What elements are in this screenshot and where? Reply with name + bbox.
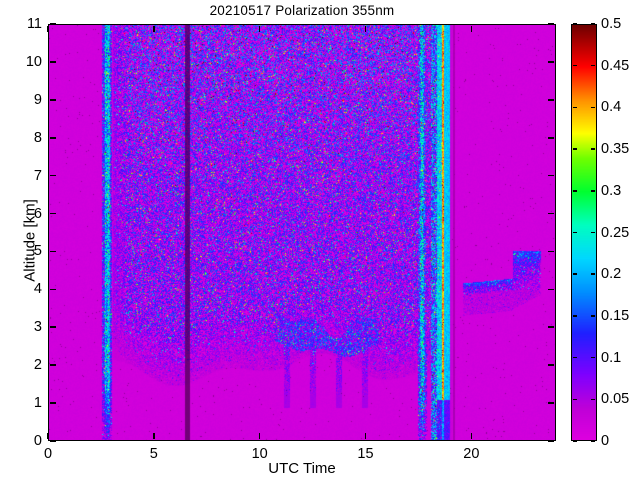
y-tick (49, 250, 56, 253)
colorbar-tick (572, 273, 577, 275)
colorbar-tick (572, 148, 577, 150)
x-tick (153, 433, 155, 440)
x-tick (364, 433, 367, 440)
colorbar-tick (572, 64, 577, 67)
y-tick (49, 326, 56, 329)
colorbar-tick (591, 356, 596, 359)
x-tick (258, 433, 261, 440)
x-tick-label: 20 (463, 446, 480, 462)
colorbar-tick (572, 190, 577, 192)
x-tick (470, 433, 473, 440)
y-axis-title: Altitude [km] (21, 199, 39, 282)
colorbar-tick (572, 315, 577, 317)
x-tick (47, 433, 49, 440)
y-tick (548, 23, 555, 25)
colorbar-tick (591, 106, 596, 109)
colorbar-tick-label: 0.5 (601, 16, 622, 32)
y-tick-label: 11 (26, 16, 42, 32)
colorbar-tick (591, 190, 596, 192)
colorbar-tick (591, 440, 596, 442)
x-tick (153, 25, 155, 32)
y-tick (49, 23, 56, 25)
y-tick (548, 326, 555, 329)
y-tick (49, 212, 56, 215)
colorbar-tick-label: 0.1 (601, 349, 622, 366)
x-tick-label: 0 (43, 446, 53, 462)
y-tick (49, 99, 56, 101)
y-tick-label: 1 (33, 395, 42, 412)
y-tick (548, 61, 555, 63)
colorbar-tick (572, 23, 577, 25)
colorbar-tick-label: 0.15 (601, 307, 630, 324)
x-tick (470, 25, 473, 32)
y-tick-label: 4 (33, 281, 42, 298)
colorbar-tick (572, 106, 577, 109)
y-tick (548, 250, 555, 253)
x-tick-label: 10 (251, 446, 268, 462)
y-tick (49, 364, 56, 366)
colorbar-tick (572, 231, 577, 234)
colorbar-tick (591, 148, 596, 150)
chart-title: 20210517 Polarization 355nm (209, 3, 395, 18)
x-tick (364, 25, 367, 32)
y-tick (548, 288, 555, 291)
colorbar-tick-label: 0.45 (601, 57, 630, 74)
y-tick (548, 364, 555, 366)
colorbar-tick (591, 315, 596, 317)
colorbar-tick (591, 273, 596, 275)
y-tick-label: 3 (33, 319, 42, 336)
heatmap-plot-area (48, 24, 556, 441)
colorbar-tick-label: 0.25 (601, 224, 630, 241)
colorbar-tick-label: 0.35 (601, 141, 630, 158)
colorbar-tick-label: 0.2 (601, 266, 622, 283)
x-tick (47, 25, 49, 32)
y-tick-label: 7 (33, 167, 42, 184)
x-axis-title: UTC Time (268, 460, 336, 477)
colorbar-tick (572, 398, 577, 401)
colorbar-tick-label: 0 (601, 433, 610, 449)
colorbar-tick-label: 0.3 (601, 182, 622, 199)
colorbar-tick (572, 356, 577, 359)
y-tick (49, 174, 56, 177)
y-tick-label: 8 (33, 129, 42, 146)
y-tick-label: 5 (33, 243, 42, 260)
y-tick (49, 288, 56, 291)
y-tick (548, 440, 555, 442)
y-tick (548, 99, 555, 101)
x-tick (258, 25, 261, 32)
y-tick (548, 402, 555, 404)
y-tick (548, 136, 555, 139)
y-tick-label: 10 (25, 53, 42, 70)
colorbar-tick (591, 398, 596, 401)
colorbar-tick-label: 0.05 (601, 391, 630, 408)
colorbar-tick (591, 231, 596, 234)
y-tick (49, 440, 56, 442)
y-tick (548, 212, 555, 215)
heatmap-canvas (49, 25, 555, 440)
y-tick-label: 9 (33, 91, 42, 108)
colorbar-tick (591, 64, 596, 67)
y-tick (49, 61, 56, 63)
colorbar-tick (572, 440, 577, 442)
y-tick-label: 2 (33, 357, 42, 374)
y-tick (548, 174, 555, 177)
y-tick-label: 0 (33, 433, 42, 449)
y-tick-label: 6 (33, 205, 42, 222)
colorbar-tick (591, 23, 596, 25)
y-tick (49, 136, 56, 139)
y-tick (49, 402, 56, 404)
x-tick-label: 5 (149, 446, 158, 462)
x-tick-label: 15 (357, 446, 374, 462)
colorbar-tick-label: 0.4 (601, 99, 622, 116)
